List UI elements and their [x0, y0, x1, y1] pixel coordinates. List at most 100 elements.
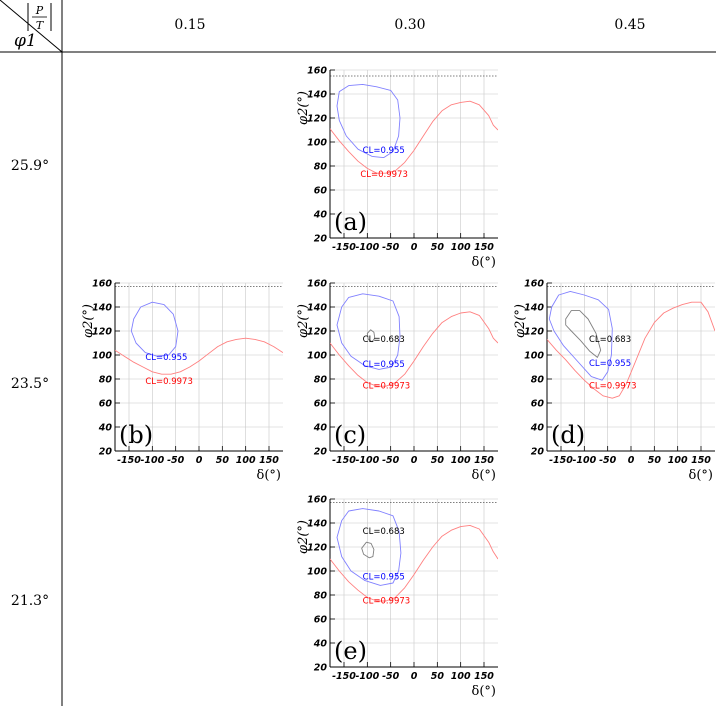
cl-label: CL=0.955 — [589, 359, 631, 369]
x-tick-label: 100 — [451, 671, 471, 682]
corner-diagonal — [0, 0, 63, 53]
contour-series-955 — [336, 83, 401, 159]
y-tick-label: 160 — [307, 66, 327, 77]
x-tick-label: 100 — [451, 242, 471, 253]
y-tick-label: 100 — [92, 351, 112, 362]
cl-label: CL=0.955 — [145, 353, 187, 363]
column-header-2: 0.45 — [614, 17, 645, 33]
column-header-0: 0.15 — [174, 17, 205, 33]
y-tick-label: 40 — [530, 423, 545, 434]
panel-label: (d) — [551, 421, 585, 449]
y-tick-label: 140 — [307, 90, 327, 101]
x-tick-label: -50 — [167, 455, 185, 466]
x-tick-label: 50 — [216, 455, 230, 466]
cl-label: CL=0.955 — [363, 572, 405, 582]
y-tick-label: 40 — [98, 423, 113, 434]
cl-label: CL=0.683 — [363, 335, 405, 345]
x-tick-label: 50 — [648, 455, 662, 466]
y-tick-label: 120 — [524, 327, 544, 338]
y-tick-label: 140 — [307, 303, 327, 314]
x-tick-label: 150 — [474, 242, 494, 253]
row-header-0: 25.9° — [11, 158, 49, 174]
x-tick-label: 0 — [196, 455, 203, 466]
contour-series-683 — [361, 541, 375, 559]
contour-series-9973 — [115, 337, 283, 375]
x-tick-label: -100 — [355, 455, 379, 466]
y-axis-title: φ2(°) — [296, 304, 311, 338]
y-tick-label: 100 — [307, 138, 327, 149]
panel-label: (e) — [334, 637, 367, 665]
y-tick-label: 80 — [99, 375, 113, 386]
chart-panel-d: -150 -100 -50 0 50 100 15020406080100120140160… — [513, 279, 715, 483]
x-tick-label: 50 — [431, 242, 445, 253]
series-group — [330, 293, 498, 387]
x-axis-title: δ(°) — [472, 468, 496, 483]
y-tick-label: 100 — [307, 567, 327, 578]
x-tick-label: -150 — [332, 671, 356, 682]
chart-panel-c: -150 -100 -50 0 50 100 15020406080100120140160… — [296, 279, 498, 483]
y-tick-label: 60 — [99, 399, 113, 410]
chart-panel-e: -150 -100 -50 0 50 100 15020406080100120140160… — [296, 495, 498, 699]
x-axis-title: δ(°) — [689, 468, 713, 483]
x-tick-label: 0 — [411, 455, 418, 466]
series-group — [547, 290, 715, 399]
y-tick-label: 120 — [92, 327, 112, 338]
x-tick-label: 50 — [431, 671, 445, 682]
y-tick-label: 20 — [531, 447, 545, 458]
y-tick-label: 120 — [307, 327, 327, 338]
cl-label: CL=0.9973 — [363, 382, 411, 392]
cl-label: CL=0.683 — [363, 527, 405, 537]
x-tick-label: -100 — [355, 242, 379, 253]
cl-label: CL=0.9973 — [589, 382, 637, 392]
y-tick-label: 20 — [314, 234, 328, 245]
y-tick-label: 80 — [314, 591, 328, 602]
series-group — [115, 301, 283, 375]
cl-label: CL=0.9973 — [360, 170, 408, 180]
y-tick-label: 60 — [314, 399, 328, 410]
y-tick-label: 40 — [313, 639, 328, 650]
x-axis-title: δ(°) — [257, 468, 281, 483]
y-tick-label: 40 — [313, 210, 328, 221]
column-header-1: 0.30 — [394, 17, 425, 33]
contour-series-9973 — [330, 311, 498, 387]
y-tick-label: 60 — [531, 399, 545, 410]
y-tick-label: 140 — [92, 303, 112, 314]
x-tick-label: -150 — [549, 455, 573, 466]
x-tick-label: -100 — [572, 455, 596, 466]
contour-series-955 — [130, 301, 179, 357]
x-tick-label: -50 — [382, 671, 400, 682]
row-header-1: 23.5° — [11, 376, 49, 392]
y-tick-label: 120 — [307, 543, 327, 554]
y-tick-label: 80 — [314, 375, 328, 386]
x-tick-label: 0 — [411, 671, 418, 682]
contour-series-9973 — [330, 524, 498, 602]
panel-label: (b) — [119, 421, 153, 449]
chart-panel-b: -150 -100 -50 0 50 100 15020406080100120140160… — [81, 279, 283, 483]
x-tick-label: -150 — [332, 242, 356, 253]
y-tick-label: 160 — [307, 495, 327, 506]
y-tick-label: 80 — [531, 375, 545, 386]
cl-label: CL=0.955 — [363, 360, 405, 370]
contour-series-955 — [336, 508, 402, 586]
cl-label: CL=0.683 — [589, 335, 631, 345]
contour-series-955 — [548, 290, 613, 381]
x-tick-label: 0 — [411, 242, 418, 253]
corner-top-label: P T — [27, 3, 52, 32]
y-tick-label: 120 — [307, 114, 327, 125]
panel-label: (a) — [334, 208, 367, 236]
contour-series-9973 — [330, 100, 498, 174]
x-tick-label: 100 — [668, 455, 688, 466]
y-axis-title: φ2(°) — [296, 91, 311, 125]
y-tick-label: 80 — [314, 162, 328, 173]
x-axis-title: δ(°) — [472, 255, 496, 270]
x-tick-label: -100 — [140, 455, 164, 466]
y-tick-label: 20 — [314, 663, 328, 674]
fraction-numerator: P — [35, 4, 44, 17]
y-tick-label: 160 — [307, 279, 327, 290]
chart-panel-a: -150 -100 -50 0 50 100 15020406080100120140160… — [296, 66, 498, 270]
chart-panels: -150 -100 -50 0 50 100 15020406080100120140160… — [81, 66, 715, 699]
cl-label: CL=0.9973 — [145, 377, 193, 387]
contour-series-955 — [336, 293, 401, 370]
x-tick-label: -50 — [382, 455, 400, 466]
